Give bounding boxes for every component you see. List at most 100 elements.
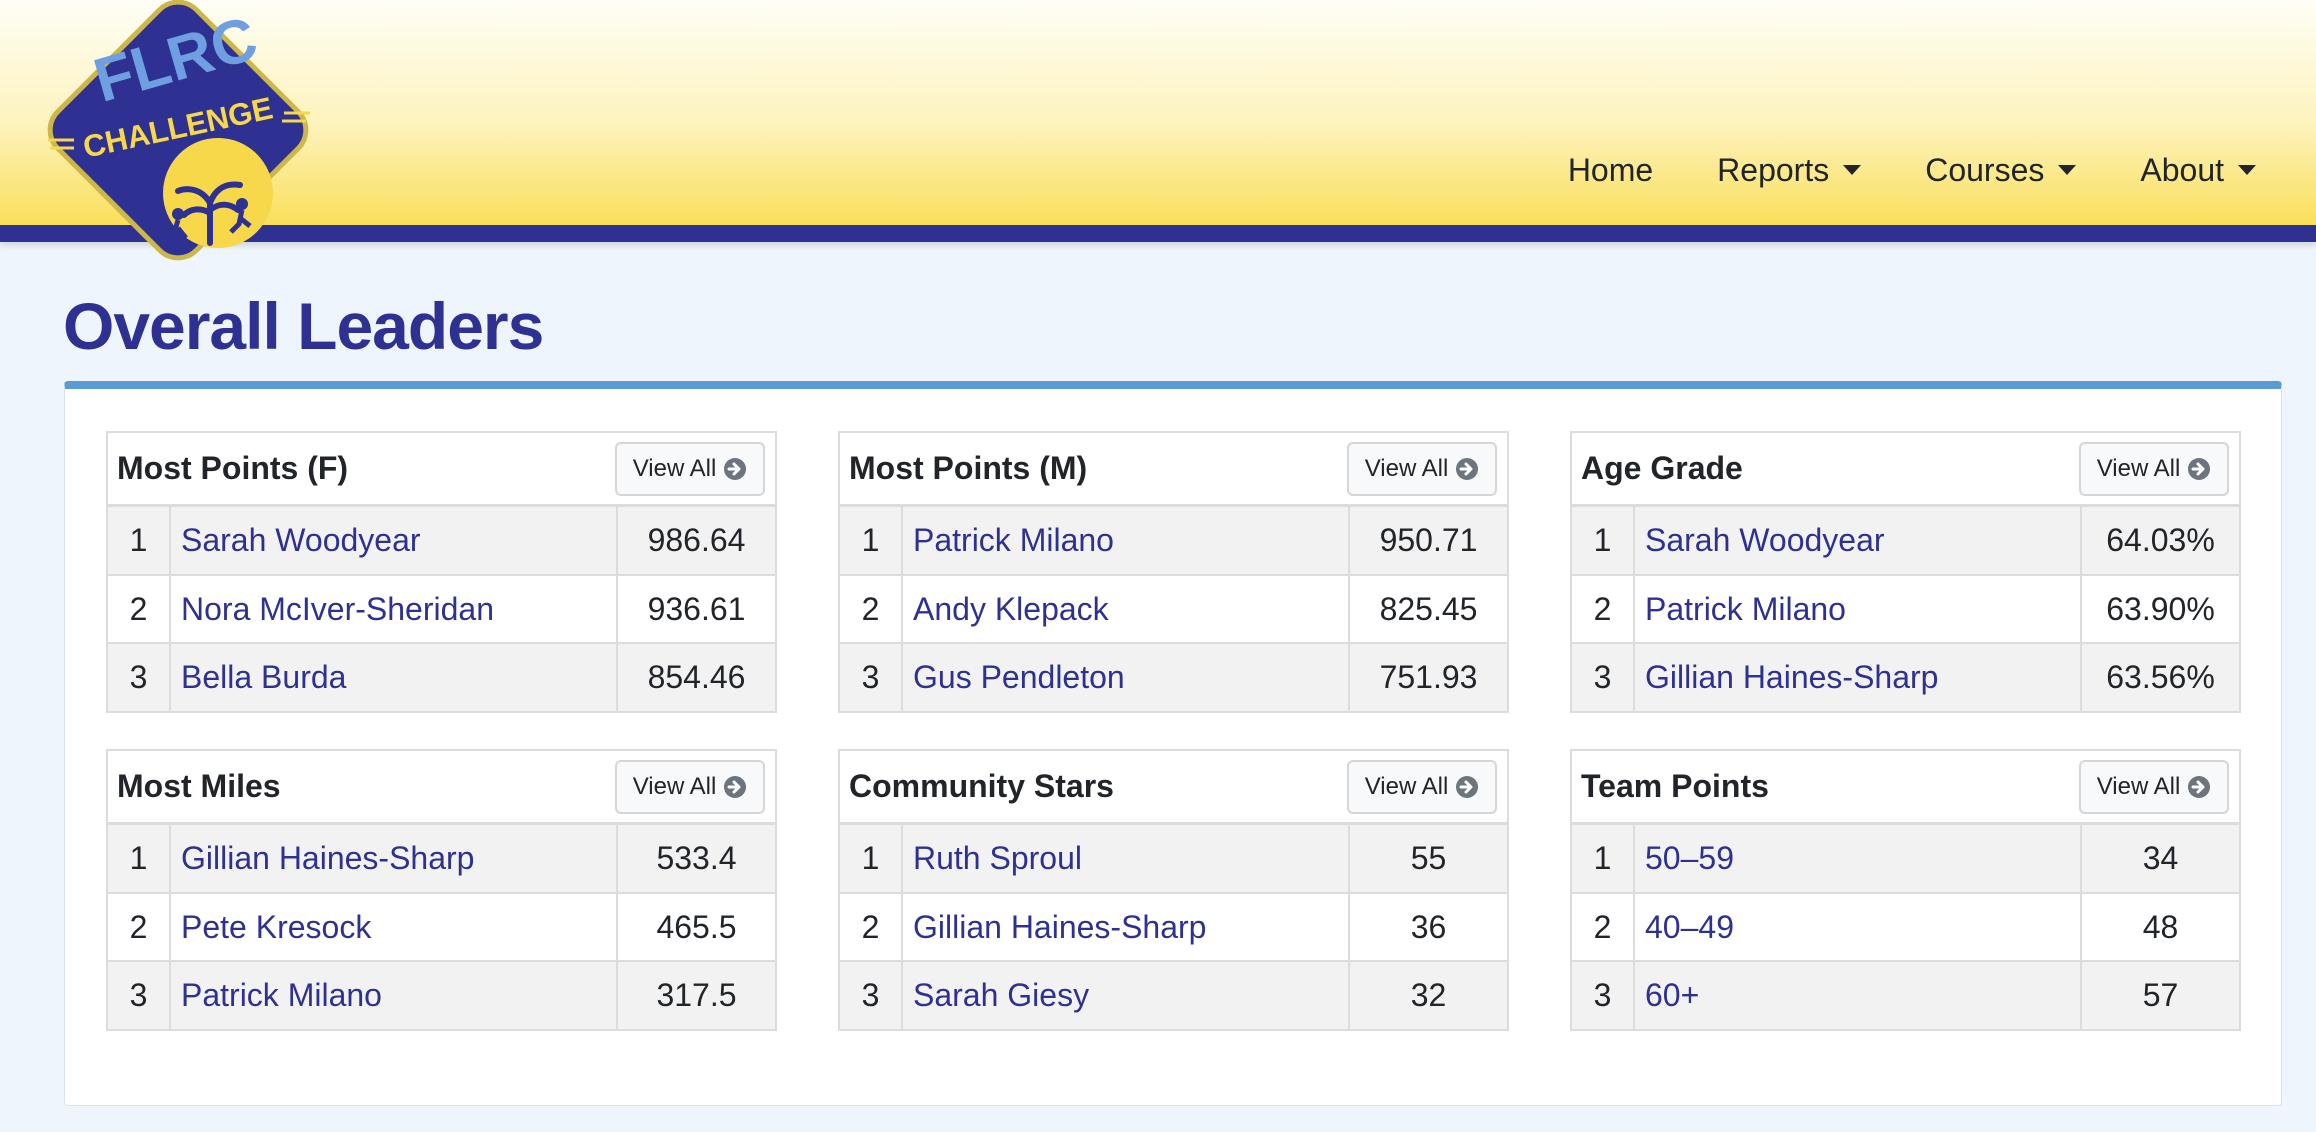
leader-card-most-points-f: Most Points (F) View All 1 Sarah Woodyea…	[106, 431, 777, 713]
value-cell: 317.5	[617, 960, 775, 1029]
view-all-button[interactable]: View All	[2079, 441, 2229, 496]
name-cell: Patrick Milano	[170, 960, 618, 1029]
leader-name-link[interactable]: Bella Burda	[181, 659, 347, 695]
rank-cell: 1	[108, 825, 171, 893]
table-row: 3 60+ 57	[1572, 960, 2239, 1029]
card-header: Most Miles View All	[108, 751, 775, 825]
name-cell: 40–49	[1634, 892, 2082, 961]
main-nav: Home Reports Courses About	[1568, 148, 2316, 192]
leader-table: 1 Sarah Woodyear 64.03% 2 Patrick Milano…	[1572, 507, 2239, 711]
value-cell: 32	[1349, 960, 1507, 1029]
leader-table: 1 50–59 34 2 40–49 48 3 60+ 57	[1572, 825, 2239, 1029]
value-cell: 986.64	[617, 507, 775, 575]
table-row: 2 40–49 48	[1572, 892, 2239, 961]
view-all-label: View All	[1364, 454, 1449, 482]
leader-name-link[interactable]: Gillian Haines-Sharp	[1645, 659, 1939, 695]
leader-name-link[interactable]: Andy Klepack	[913, 590, 1109, 627]
table-row: 2 Patrick Milano 63.90%	[1572, 574, 2239, 643]
rank-cell: 1	[1572, 507, 1635, 575]
nav-home[interactable]: Home	[1568, 152, 1653, 189]
rank-cell: 3	[840, 642, 903, 711]
card-header: Team Points View All	[1572, 751, 2239, 825]
name-cell: Patrick Milano	[902, 507, 1350, 575]
leader-table: 1 Sarah Woodyear 986.64 2 Nora McIver-Sh…	[108, 507, 775, 711]
rank-cell: 2	[840, 892, 903, 961]
rank-cell: 1	[108, 507, 171, 575]
table-row: 1 Gillian Haines-Sharp 533.4	[108, 825, 775, 893]
value-cell: 854.46	[617, 642, 775, 711]
logo-tree-icon	[175, 181, 243, 246]
view-all-label: View All	[632, 772, 717, 800]
card-header: Community Stars View All	[840, 751, 1507, 825]
nav-reports-dropdown[interactable]: Reports	[1717, 151, 1862, 189]
view-all-button[interactable]: View All	[1347, 441, 1497, 496]
table-row: 3 Gus Pendleton 751.93	[840, 642, 1507, 711]
header-accent-bar	[0, 225, 2316, 242]
leader-name-link[interactable]: 60+	[1645, 977, 1700, 1013]
rank-cell: 2	[1572, 892, 1635, 961]
rank-cell: 3	[108, 642, 171, 711]
leader-table: 1 Ruth Sproul 55 2 Gillian Haines-Sharp …	[840, 825, 1507, 1029]
flrc-challenge-logo[interactable]: FLRC CHALLENGE	[28, 0, 328, 278]
logo-runner-icon	[229, 209, 252, 234]
value-cell: 936.61	[617, 574, 775, 643]
value-cell: 36	[1349, 892, 1507, 961]
card-title: Community Stars	[849, 768, 1114, 804]
view-all-label: View All	[1364, 772, 1449, 800]
leader-name-link[interactable]: Pete Kresock	[181, 908, 372, 945]
circle-arrow-right-icon	[1456, 775, 1479, 798]
table-row: 2 Andy Klepack 825.45	[840, 574, 1507, 643]
leader-name-link[interactable]: 50–59	[1645, 840, 1734, 876]
card-title: Most Points (M)	[849, 450, 1088, 486]
leader-name-link[interactable]: Sarah Woodyear	[1645, 522, 1885, 558]
circle-arrow-right-icon	[724, 775, 747, 798]
leader-name-link[interactable]: 40–49	[1645, 908, 1734, 945]
table-row: 1 Patrick Milano 950.71	[840, 507, 1507, 575]
leader-table: 1 Gillian Haines-Sharp 533.4 2 Pete Kres…	[108, 825, 775, 1029]
leader-name-link[interactable]: Patrick Milano	[913, 522, 1114, 558]
table-row: 1 Sarah Woodyear 986.64	[108, 507, 775, 575]
leader-name-link[interactable]: Ruth Sproul	[913, 840, 1082, 876]
view-all-label: View All	[2096, 772, 2181, 800]
leader-card-most-miles: Most Miles View All 1 Gillian Haines-Sha…	[106, 749, 777, 1031]
name-cell: Bella Burda	[170, 642, 618, 711]
rank-cell: 3	[840, 960, 903, 1029]
value-cell: 64.03%	[2081, 507, 2239, 575]
table-row: 1 Sarah Woodyear 64.03%	[1572, 507, 2239, 575]
leader-name-link[interactable]: Sarah Giesy	[913, 977, 1090, 1013]
view-all-button[interactable]: View All	[615, 759, 765, 814]
leader-name-link[interactable]: Nora McIver-Sheridan	[181, 590, 494, 627]
leader-name-link[interactable]: Gillian Haines-Sharp	[181, 840, 475, 876]
card-header: Most Points (M) View All	[840, 433, 1507, 507]
nav-about-dropdown[interactable]: About	[2140, 152, 2256, 189]
leader-name-link[interactable]: Patrick Milano	[181, 977, 382, 1013]
view-all-label: View All	[2096, 454, 2181, 482]
nav-reports-label: Reports	[1717, 151, 1830, 188]
value-cell: 34	[2081, 825, 2239, 893]
rank-cell: 2	[1572, 574, 1635, 643]
rank-cell: 3	[1572, 960, 1635, 1029]
nav-courses-label: Courses	[1925, 151, 2045, 188]
leader-name-link[interactable]: Gillian Haines-Sharp	[913, 908, 1207, 945]
table-row: 3 Gillian Haines-Sharp 63.56%	[1572, 642, 2239, 711]
nav-courses-dropdown[interactable]: Courses	[1925, 151, 2077, 189]
name-cell: 50–59	[1634, 825, 2082, 893]
card-title: Most Miles	[117, 768, 281, 804]
view-all-label: View All	[632, 454, 717, 482]
value-cell: 825.45	[1349, 574, 1507, 643]
value-cell: 950.71	[1349, 507, 1507, 575]
leader-name-link[interactable]: Patrick Milano	[1645, 590, 1846, 627]
leader-table: 1 Patrick Milano 950.71 2 Andy Klepack 8…	[840, 507, 1507, 711]
card-title: Age Grade	[1581, 450, 1743, 486]
card-header: Age Grade View All	[1572, 433, 2239, 507]
view-all-button[interactable]: View All	[1347, 759, 1497, 814]
name-cell: Pete Kresock	[170, 892, 618, 961]
leader-name-link[interactable]: Sarah Woodyear	[181, 522, 421, 558]
view-all-button[interactable]: View All	[2079, 759, 2229, 814]
leader-name-link[interactable]: Gus Pendleton	[913, 659, 1125, 695]
view-all-button[interactable]: View All	[615, 441, 765, 496]
nav-home-label: Home	[1567, 151, 1654, 188]
value-cell: 63.90%	[2081, 574, 2239, 643]
table-row: 2 Gillian Haines-Sharp 36	[840, 892, 1507, 961]
nav-about-label: About	[2140, 151, 2224, 188]
